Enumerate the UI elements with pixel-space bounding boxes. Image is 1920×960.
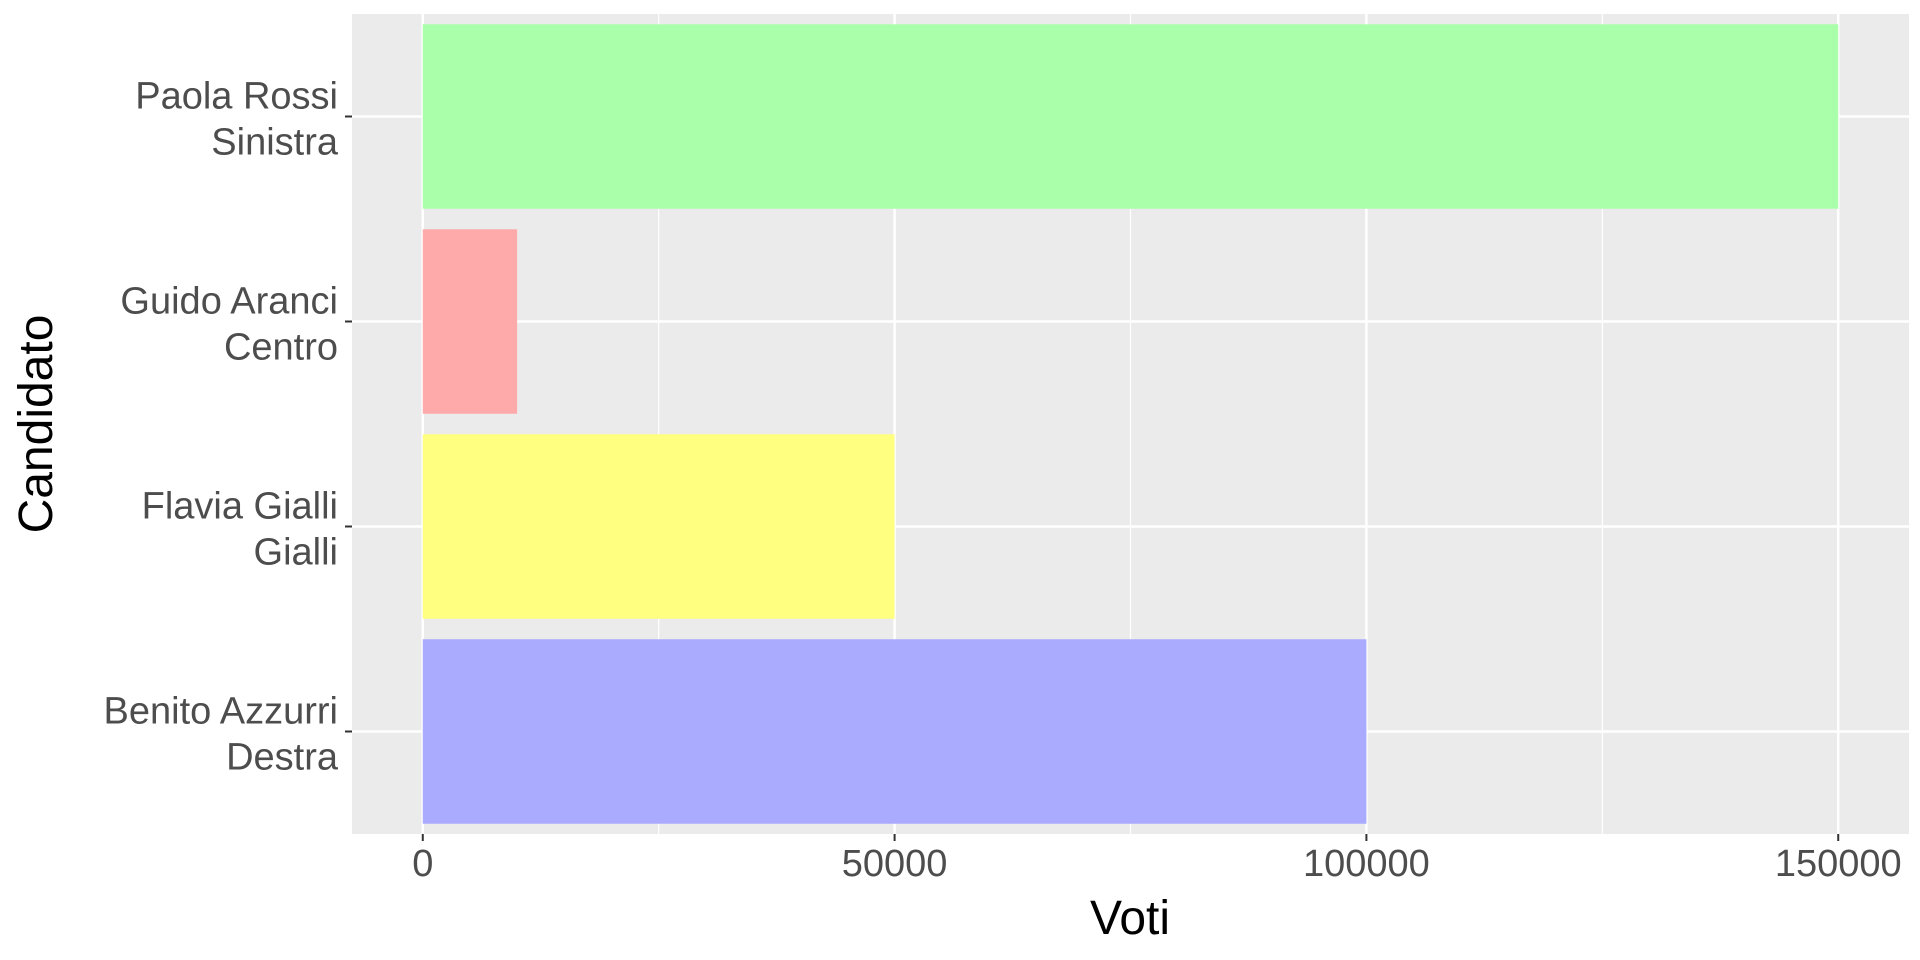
bars [422,24,1839,824]
bar [422,639,1367,824]
bar [422,229,518,414]
y-tick-label: Benito Azzurri Destra [104,691,339,779]
x-axis-ticks: 0 50000 100000 150000 [412,834,1902,885]
bar [422,434,895,619]
x-tick-label: 0 [412,843,433,885]
y-axis-title: Candidato [10,315,63,534]
bar [422,24,1839,209]
x-tick-label: 100000 [1303,843,1430,885]
x-axis-title: Voti [1090,892,1170,945]
y-tick-label: Flavia Gialli Gialli [142,486,338,574]
y-tick-label: Guido Aranci Centro [120,281,338,369]
y-axis-ticks: Paola Rossi Sinistra Guido Aranci Centro Fla… [104,76,352,779]
y-tick-label: Paola Rossi Sinistra [135,76,339,164]
x-tick-label: 150000 [1775,843,1902,885]
x-tick-label: 50000 [842,843,948,885]
